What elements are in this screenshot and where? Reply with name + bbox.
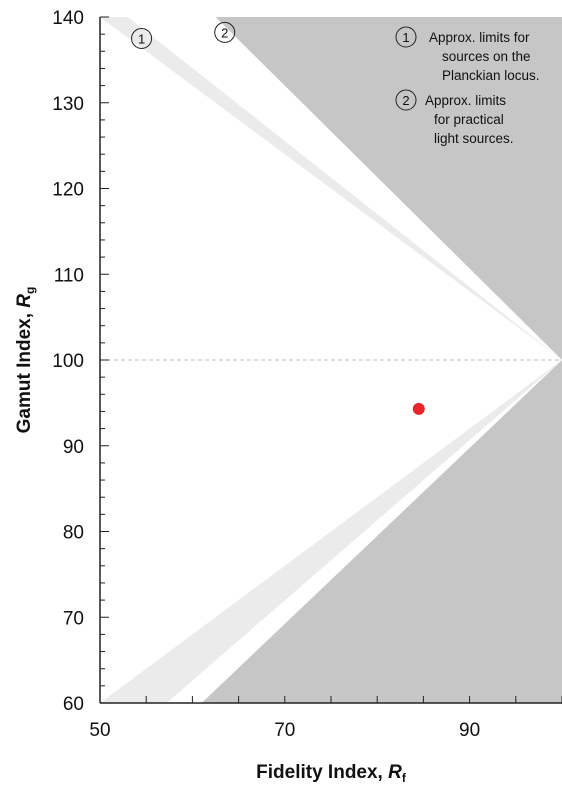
legend-text-line: Approx. limits: [425, 93, 506, 108]
y-tick-label: 90: [63, 437, 84, 458]
marker-circle: [131, 27, 153, 49]
legend-marker-number: 2: [402, 93, 409, 108]
x-tick-label: 70: [274, 720, 295, 741]
data-points: [412, 402, 425, 415]
x-axis-title: Fidelity Index, Rf: [256, 762, 407, 785]
region-marker-1: 1: [131, 27, 153, 49]
region-1-lower: [100, 360, 562, 703]
legend: 1 Approx. limits for sources on the Plancki…: [395, 26, 540, 146]
region-2-lower: [201, 360, 562, 703]
y-tick-label: 70: [63, 608, 84, 629]
y-tick-label: 100: [52, 351, 84, 372]
legend-marker-circle: [395, 89, 417, 111]
tick-marks: [99, 16, 562, 704]
y-tick-label: 120: [52, 180, 84, 201]
marker-circle: [214, 21, 236, 43]
marker-number: 2: [221, 25, 228, 40]
legend-item-2: 2 Approx. limits for practical light source…: [395, 89, 514, 146]
legend-text-line: Approx. limits for: [429, 30, 530, 45]
data-point: [412, 402, 425, 415]
region-1-upper: [100, 17, 562, 360]
x-tick-label: 90: [459, 720, 480, 741]
legend-marker-number: 1: [402, 30, 409, 45]
region-2-upper: [215, 17, 562, 360]
x-tick-labels: 50 70 90: [89, 720, 480, 741]
legend-text-line: light sources.: [434, 131, 514, 146]
region-marker-2: 2: [214, 21, 236, 43]
y-axis-title: Gamut Index, Rg: [14, 287, 37, 434]
y-tick-label: 110: [54, 265, 84, 286]
y-tick-label: 140: [52, 8, 84, 29]
y-tick-label: 80: [63, 523, 84, 544]
y-tick-labels: 60 70 80 90 100 110 120 130 140: [52, 8, 84, 715]
marker-number: 1: [138, 31, 145, 46]
limit-regions: [100, 17, 562, 703]
x-tick-label: 50: [89, 720, 110, 741]
legend-text-line: sources on the: [442, 49, 531, 64]
y-tick-label: 60: [63, 694, 84, 715]
legend-marker-circle: [395, 26, 417, 48]
legend-text-line: Planckian locus.: [442, 68, 540, 83]
y-tick-label: 130: [52, 94, 84, 115]
legend-item-1: 1 Approx. limits for sources on the Plancki…: [395, 26, 540, 83]
legend-text-line: for practical: [434, 112, 504, 127]
